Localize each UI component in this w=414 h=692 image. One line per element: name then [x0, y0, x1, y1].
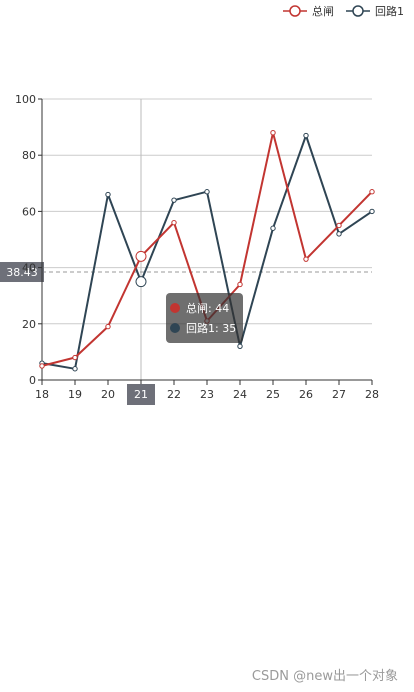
x-tick-label: 22	[167, 388, 181, 401]
data-point-series-2[interactable]	[237, 343, 243, 349]
data-point-series-1[interactable]	[135, 250, 147, 262]
y-tick-label: 40	[22, 262, 36, 275]
data-point-series-1[interactable]	[237, 281, 243, 288]
tooltip-line: 总闸: 44	[186, 301, 229, 315]
data-point-series-2[interactable]	[303, 132, 309, 139]
axes: 0 20 40 60 80 100 18 19 20 21 22 23 24 25 26 27 28	[15, 93, 379, 405]
legend-item-1[interactable]: 总闸	[283, 4, 334, 18]
legend-label: 回路1	[375, 5, 404, 18]
data-point-series-2[interactable]	[171, 197, 177, 203]
legend-label: 总闸	[312, 4, 334, 18]
x-tick-label: 26	[299, 388, 313, 401]
y-grid-lines	[42, 98, 372, 325]
data-point-series-2[interactable]	[72, 366, 78, 372]
y-tick-label: 100	[15, 93, 36, 106]
data-point-series-1[interactable]	[303, 256, 309, 262]
y-tick-label: 60	[22, 205, 36, 218]
x-pointer-label: 21	[134, 388, 148, 401]
series-points	[39, 130, 375, 372]
tooltip-line: 回路1: 35	[186, 322, 236, 335]
data-point-series-1[interactable]	[270, 130, 276, 136]
x-tick-label: 23	[200, 388, 214, 401]
x-tick-label: 20	[101, 388, 115, 401]
data-point-series-1[interactable]	[72, 354, 78, 361]
data-point-series-1[interactable]	[171, 219, 177, 226]
x-tick-label: 27	[332, 388, 346, 401]
tooltip-box	[166, 293, 243, 343]
legend[interactable]: 总闸 回路1	[283, 4, 404, 18]
axis-pointer: 38.43	[0, 99, 372, 380]
data-point-series-1[interactable]	[39, 363, 45, 369]
y-tick-label: 80	[22, 149, 36, 162]
x-tick-label: 24	[233, 388, 247, 401]
y-pointer-label-bg	[0, 262, 44, 283]
data-point-series-2[interactable]	[204, 189, 210, 195]
data-point-series-2[interactable]	[369, 208, 375, 215]
data-point-series-1[interactable]	[336, 222, 342, 229]
y-tick-label: 20	[22, 318, 36, 331]
x-tick-label: 28	[365, 388, 379, 401]
tooltip-marker-icon	[170, 323, 180, 333]
x-tick-label: 18	[35, 388, 49, 401]
data-point-series-2[interactable]	[135, 276, 147, 288]
data-point-series-2[interactable]	[105, 191, 111, 198]
y-pointer-label: 38.43	[6, 266, 38, 279]
x-tick-label: 19	[68, 388, 82, 401]
legend-item-2[interactable]: 回路1	[346, 5, 404, 18]
y-tick-label: 0	[29, 374, 36, 387]
tooltip: 总闸: 44 回路1: 35	[166, 293, 243, 343]
x-pointer-label-bg	[127, 384, 155, 405]
tooltip-marker-icon	[170, 303, 180, 313]
data-point-series-2[interactable]	[336, 231, 342, 237]
data-point-series-2[interactable]	[270, 225, 276, 231]
watermark-text: CSDN @new出一个对象	[252, 669, 398, 684]
x-tick-label: 25	[266, 388, 280, 401]
legend-circle-icon	[352, 5, 364, 17]
legend-circle-icon	[289, 5, 301, 17]
data-point-series-1[interactable]	[105, 323, 111, 330]
data-point-series-1[interactable]	[369, 189, 375, 195]
